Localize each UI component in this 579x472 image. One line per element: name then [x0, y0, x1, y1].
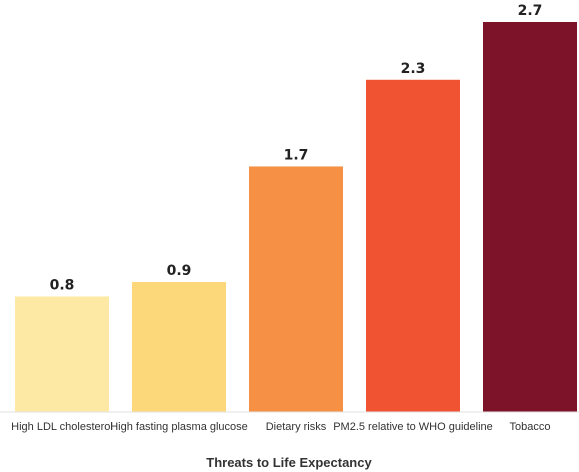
bar-value-label-1: 0.8 [50, 277, 75, 293]
x-tick-label-3: Dietary risks [266, 421, 327, 433]
bar-5 [483, 22, 577, 412]
bar-value-label-3: 1.7 [284, 147, 309, 163]
bar-2 [132, 282, 226, 412]
bar-value-label-2: 0.9 [167, 263, 192, 279]
bar-value-label-4: 2.3 [401, 61, 426, 77]
x-tick-label-2: High fasting plasma glucose [110, 421, 248, 433]
x-axis-title: Threats to Life Expectancy [206, 455, 372, 470]
bar-4 [366, 79, 460, 413]
x-tick-label-4: PM2.5 relative to WHO guideline [333, 421, 493, 433]
x-tick-label-5: Tobacco [510, 421, 551, 433]
bar-1 [15, 296, 109, 412]
bars-group [15, 22, 577, 413]
bar-value-label-5: 2.7 [518, 3, 543, 19]
value-labels-group: 0.8 0.9 1.7 2.3 2.7 [50, 3, 543, 293]
bar-3 [249, 166, 343, 412]
x-tick-label-1: High LDL cholesterol [11, 421, 113, 433]
